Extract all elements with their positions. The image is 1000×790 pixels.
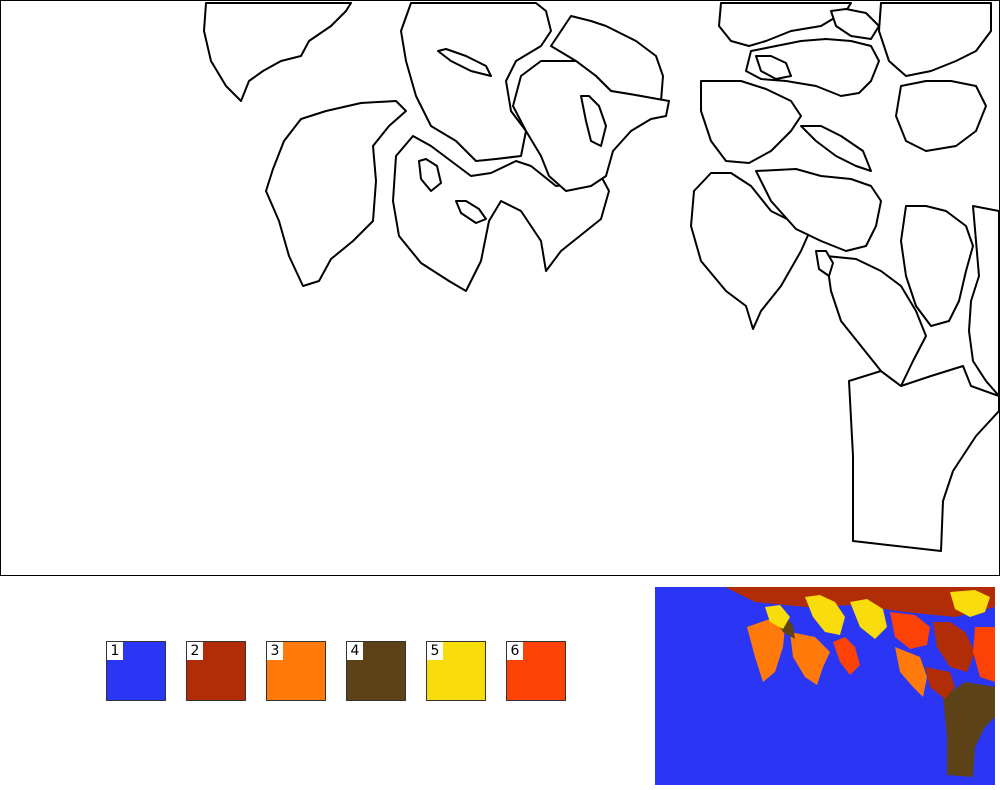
- region-leaf-far-right-low[interactable]: [900, 205, 974, 327]
- region-leaf-far-right-mid[interactable]: [895, 80, 987, 152]
- coloring-canvas[interactable]: [0, 0, 1000, 576]
- swatch-color-6[interactable]: 6: [506, 641, 566, 701]
- region-leaf-edge-right[interactable]: [968, 205, 999, 397]
- region-leaf-far-right-top[interactable]: [878, 2, 992, 77]
- preview-leaf: [973, 627, 995, 682]
- preview-leaf: [805, 595, 845, 635]
- swatch-number: 6: [507, 642, 523, 660]
- region-leaf-right-upper[interactable]: [745, 38, 880, 97]
- region-trunk[interactable]: [848, 365, 999, 552]
- region-spot-5[interactable]: [815, 250, 834, 277]
- swatch-number: 4: [347, 642, 363, 660]
- region-spot-2[interactable]: [580, 95, 607, 147]
- region-spot-6[interactable]: [418, 158, 442, 192]
- swatch-color-2[interactable]: 2: [186, 641, 246, 701]
- preview-leaf: [895, 647, 927, 697]
- preview-leaf: [790, 632, 830, 685]
- preview-trunk: [943, 682, 995, 777]
- preview-leaf: [765, 605, 790, 629]
- swatch-number: 3: [267, 642, 283, 660]
- swatch-color-5[interactable]: 5: [426, 641, 486, 701]
- swatch-color-1[interactable]: 1: [106, 641, 166, 701]
- region-leaf-center[interactable]: [392, 135, 610, 292]
- region-leaf-top-middle[interactable]: [400, 2, 552, 162]
- region-leaf-right[interactable]: [690, 172, 810, 330]
- preview-leaf: [833, 637, 860, 675]
- outline-drawing[interactable]: [1, 1, 999, 575]
- swatch-number: 5: [427, 642, 443, 660]
- region-leaf-top-left[interactable]: [203, 2, 352, 102]
- swatch-number: 1: [107, 642, 123, 660]
- preview-leaf: [890, 612, 930, 649]
- region-spot-4[interactable]: [755, 55, 792, 80]
- region-leaf-left[interactable]: [265, 100, 407, 287]
- region-leaf-top-right[interactable]: [718, 2, 852, 47]
- preview-picture: [655, 587, 995, 785]
- region-spot-8[interactable]: [800, 125, 872, 172]
- preview-leaf: [850, 599, 887, 639]
- preview-image: [655, 587, 995, 785]
- region-leaf-right-center[interactable]: [755, 168, 882, 252]
- preview-leaf: [747, 619, 785, 682]
- swatch-color-3[interactable]: 3: [266, 641, 326, 701]
- swatch-color-4[interactable]: 4: [346, 641, 406, 701]
- preview-leaf: [933, 622, 975, 672]
- swatch-number: 2: [187, 642, 203, 660]
- region-spot-1[interactable]: [437, 48, 492, 77]
- preview-leaf: [925, 667, 955, 699]
- region-spot-7[interactable]: [830, 8, 880, 40]
- region-spot-3[interactable]: [455, 200, 487, 224]
- region-leaf-right-mid[interactable]: [700, 80, 802, 164]
- region-leaf-lower-right[interactable]: [825, 255, 927, 387]
- preview-leaf: [950, 590, 990, 617]
